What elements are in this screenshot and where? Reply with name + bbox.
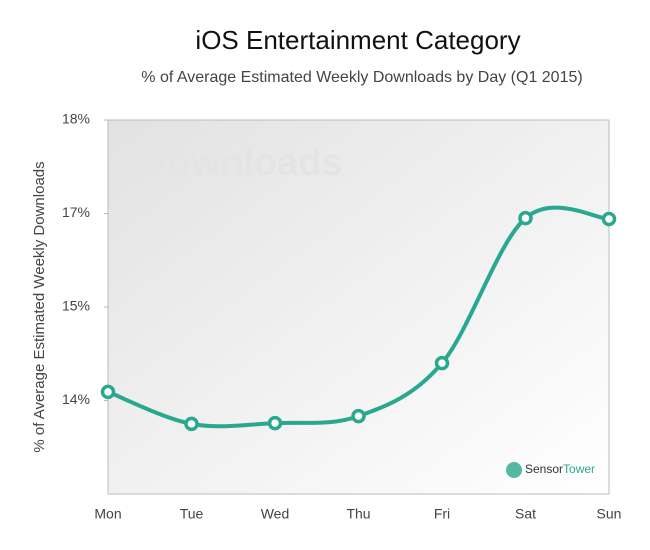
logo: SensorTower (525, 462, 595, 476)
x-tick-label: Sat (515, 506, 536, 522)
point (267, 415, 283, 431)
x-tick-label: Wed (261, 506, 290, 522)
y-tick-label: 17% (62, 204, 90, 220)
x-tick-label: Sun (597, 506, 622, 522)
plot-area (107, 119, 610, 495)
y-tick-label: 14% (62, 391, 90, 407)
x-tick-label: Fri (434, 506, 450, 522)
logo-icon (506, 462, 522, 478)
x-tick-label: Tue (180, 506, 204, 522)
point (601, 211, 617, 227)
logo-part: Tower (563, 462, 595, 476)
watermark: Downloads (140, 142, 343, 184)
x-tick-label: Thu (346, 506, 370, 522)
y-axis-label: % of Average Estimated Weekly Downloads (31, 161, 48, 452)
x-tick-label: Mon (94, 506, 121, 522)
chart-subtitle: % of Average Estimated Weekly Downloads … (141, 69, 582, 86)
chart-title: iOS Entertainment Category (195, 25, 520, 55)
point (434, 355, 450, 371)
point (351, 408, 366, 424)
point (100, 384, 116, 400)
y-tick-label: 15% (62, 298, 90, 314)
logo-part: Sensor (525, 462, 563, 476)
point (184, 416, 199, 432)
y-tick-label: 18% (62, 111, 90, 127)
point (518, 210, 533, 226)
